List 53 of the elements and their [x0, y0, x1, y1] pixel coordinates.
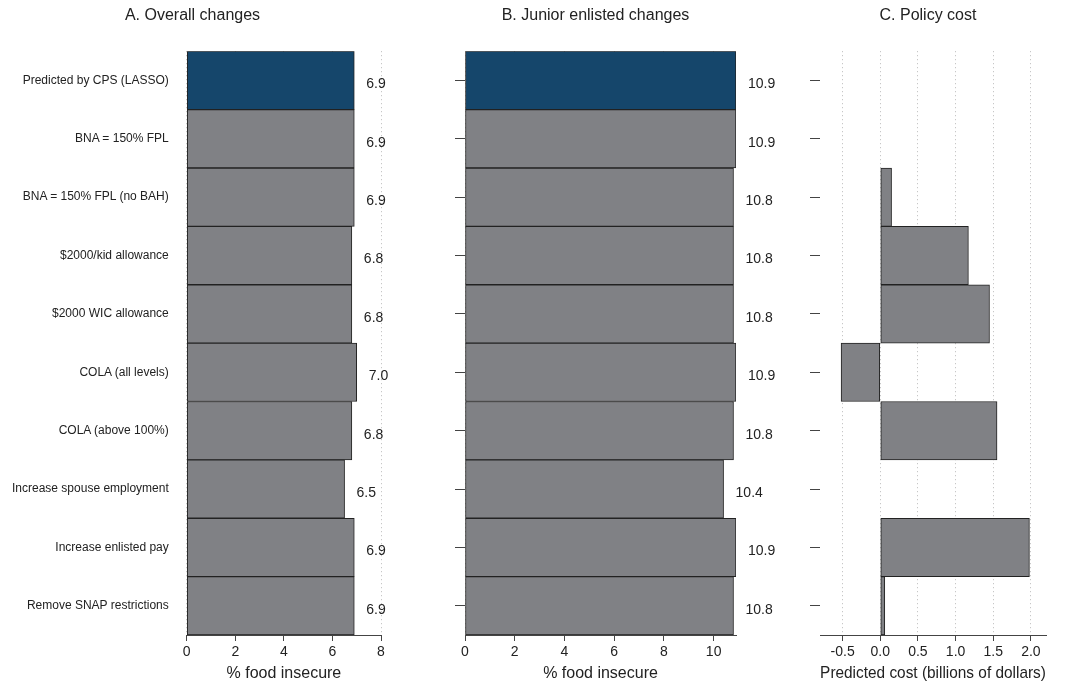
- data-label: 6.8: [363, 250, 384, 267]
- x-tick-label: -0.5: [830, 643, 855, 660]
- data-label: 10.8: [745, 250, 773, 267]
- y-tick-label: COLA (above 100%): [58, 422, 169, 437]
- y-tick-label: $2000/kid allowance: [60, 247, 170, 262]
- data-label: 6.9: [366, 192, 386, 209]
- data-label: 10.9: [748, 542, 776, 559]
- data-label: 6.8: [363, 425, 384, 442]
- data-label: 6.9: [366, 600, 386, 617]
- x-tick-label: 6: [328, 643, 337, 660]
- y-tick-label: Remove SNAP restrictions: [26, 598, 169, 613]
- x-axis-title: % food insecure: [226, 663, 342, 681]
- data-label: 6.5: [356, 483, 377, 500]
- data-label: 6.9: [366, 542, 386, 559]
- x-tick-label: 1.0: [945, 643, 966, 660]
- x-tick-label: 2.0: [1021, 643, 1041, 660]
- x-tick-label: 2: [510, 643, 519, 660]
- y-tick-label: BNA = 150% FPL (no BAH): [22, 189, 169, 204]
- data-label: 10.9: [748, 367, 776, 384]
- data-label: 10.9: [748, 75, 776, 92]
- data-label: 7.0: [368, 367, 389, 384]
- data-label: 6.8: [363, 308, 384, 325]
- x-tick-label: 6: [610, 643, 619, 660]
- data-label: 10.4: [735, 483, 764, 500]
- x-tick-label: 0.0: [870, 643, 891, 660]
- x-tick-label: 4: [279, 643, 288, 660]
- y-tick-label: BNA = 150% FPL: [75, 131, 170, 146]
- chart-title: C. Policy cost: [879, 6, 978, 24]
- data-label: 10.8: [745, 425, 773, 442]
- y-tick-label: Increase spouse employment: [12, 481, 170, 496]
- x-tick-label: 0: [182, 643, 191, 660]
- data-label: 10.8: [745, 600, 773, 617]
- x-tick-label: 0: [461, 643, 470, 660]
- chart-title: B. Junior enlisted changes: [501, 6, 690, 24]
- x-tick-label: 0.5: [908, 643, 928, 660]
- data-label: 10.8: [745, 192, 773, 209]
- x-axis-title: % food insecure: [543, 663, 658, 681]
- y-tick-label: $2000 WIC allowance: [52, 306, 170, 321]
- y-tick-label: Predicted by CPS (LASSO): [22, 72, 169, 87]
- x-tick-label: 10: [705, 643, 722, 660]
- data-label: 6.9: [366, 75, 386, 92]
- x-tick-label: 4: [560, 643, 569, 660]
- data-label: 10.9: [748, 133, 776, 150]
- x-axis-title: Predicted cost (billions of dollars): [820, 663, 1046, 681]
- x-tick-label: 8: [377, 643, 386, 660]
- chart-title: A. Overall changes: [124, 6, 261, 24]
- x-tick-label: 8: [660, 643, 668, 660]
- data-label: 10.8: [745, 308, 773, 325]
- x-tick-label: 1.5: [983, 643, 1004, 660]
- y-tick-label: COLA (all levels): [79, 364, 169, 379]
- data-label: 6.9: [366, 133, 386, 150]
- x-tick-label: 2: [231, 643, 240, 660]
- y-tick-label: Increase enlisted pay: [55, 539, 169, 554]
